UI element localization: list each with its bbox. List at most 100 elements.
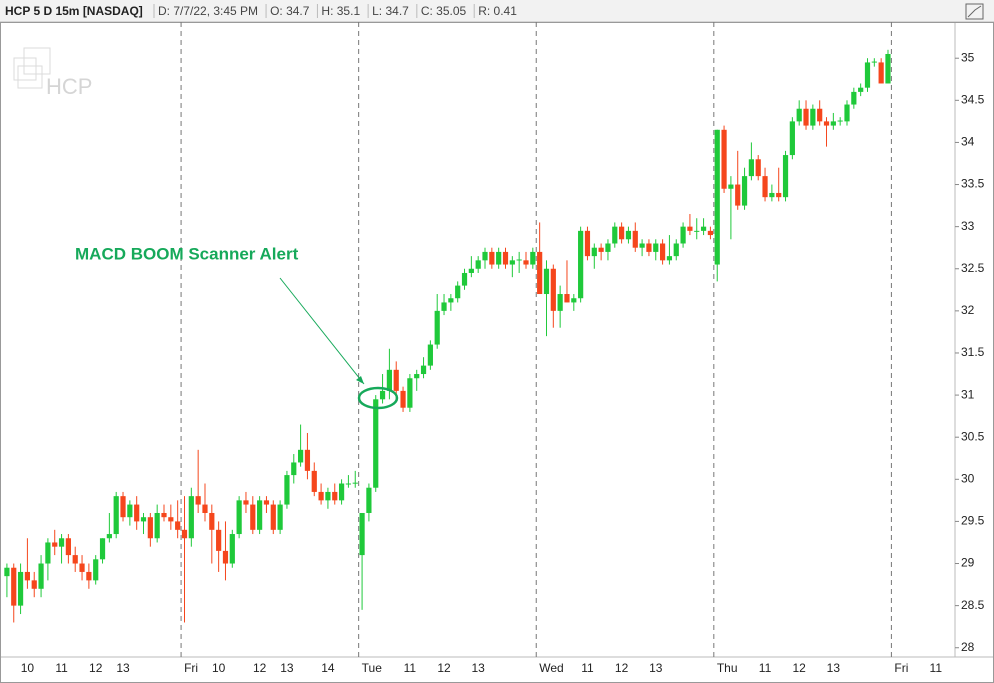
info-group: D: 7/7/22, 3:45 PM O: 34.7 H: 35.1 L: 34.7 C… xyxy=(153,4,517,18)
grid-group: 28 28.5 29 29.5 30 30.5 31 31.5 32 32.5 33 33.5 34 34… xyxy=(21,22,985,675)
candle-body xyxy=(509,260,515,265)
candle-body xyxy=(229,534,235,564)
y-tick-label: 34 xyxy=(961,135,975,149)
y-tick-label: 31.5 xyxy=(961,345,985,359)
info-field: D: 7/7/22, 3:45 PM xyxy=(158,4,258,18)
candle-body xyxy=(653,243,659,252)
candle-body xyxy=(209,512,215,530)
candle-body xyxy=(188,496,194,539)
candle-body xyxy=(571,298,577,303)
x-tick-label: Thu xyxy=(717,661,738,675)
candle-body xyxy=(168,517,174,522)
candle-body xyxy=(79,563,85,572)
candle-body xyxy=(222,550,229,564)
y-tick-label: 32.5 xyxy=(961,261,985,275)
candle-body xyxy=(707,230,714,236)
alert-arrowhead xyxy=(356,376,364,384)
candle-body xyxy=(748,159,754,177)
candle-body xyxy=(830,121,836,126)
x-tick-label: Tue xyxy=(362,661,383,675)
info-field: H: 35.1 xyxy=(321,4,360,18)
x-tick-label: 12 xyxy=(793,661,807,675)
candle-body xyxy=(134,504,140,522)
candle-body xyxy=(639,243,645,248)
candle-body xyxy=(837,120,843,122)
x-tick-label: 13 xyxy=(649,661,663,675)
y-tick-label: 30 xyxy=(961,471,975,485)
logo-square xyxy=(23,47,51,75)
y-tick-label: 32 xyxy=(961,303,975,317)
x-tick-label: 12 xyxy=(89,661,103,675)
candle-body xyxy=(420,365,427,375)
candle-body xyxy=(338,483,345,501)
candle-body xyxy=(878,62,884,84)
candle-body xyxy=(796,108,802,122)
x-tick-label: 12 xyxy=(253,661,267,675)
candle-body xyxy=(769,192,775,198)
candle-body xyxy=(202,504,208,513)
candle-body xyxy=(127,504,133,518)
x-tick-label: Fri xyxy=(184,661,198,675)
candle-body xyxy=(673,243,679,257)
candle-body xyxy=(632,230,638,248)
y-tick-label: 33.5 xyxy=(961,177,985,191)
y-tick-label: 33 xyxy=(961,219,975,233)
candle-body xyxy=(612,226,618,244)
logo-square xyxy=(13,57,37,81)
candle-body xyxy=(414,374,420,379)
candles-group xyxy=(4,49,891,623)
icon-line xyxy=(967,5,982,18)
candle-body xyxy=(694,230,700,232)
candle-body xyxy=(530,251,536,265)
y-tick-label: 35 xyxy=(961,50,975,64)
candle-body xyxy=(489,251,495,265)
candle-body xyxy=(373,399,379,488)
candle-body xyxy=(543,268,550,295)
candle-body xyxy=(11,567,17,606)
candle-body xyxy=(4,567,10,577)
x-tick-label: 11 xyxy=(581,661,594,675)
chart-title: HCP 5 D 15m [NASDAQ] xyxy=(5,4,143,18)
x-tick-label: 10 xyxy=(21,661,35,675)
candle-body xyxy=(113,496,119,535)
x-tick-label: 11 xyxy=(759,661,772,675)
candle-body xyxy=(789,121,795,156)
y-tick-label: 31 xyxy=(961,387,975,401)
candle-body xyxy=(52,542,58,547)
candle-body xyxy=(379,390,386,400)
candle-body xyxy=(776,192,782,198)
candle-body xyxy=(352,482,358,484)
y-tick-label: 30.5 xyxy=(961,429,985,443)
candle-body xyxy=(448,298,454,303)
x-tick-label: 13 xyxy=(116,661,130,675)
candle-body xyxy=(782,155,789,198)
candle-body xyxy=(762,176,768,198)
candle-body xyxy=(250,504,256,530)
x-tick-label: 14 xyxy=(321,661,335,675)
candle-body xyxy=(427,344,433,366)
candle-body xyxy=(755,159,761,177)
x-tick-label: Fri xyxy=(894,661,908,675)
candle-body xyxy=(195,496,201,505)
candle-body xyxy=(181,529,188,539)
candle-body xyxy=(332,491,338,501)
candle-body xyxy=(851,91,857,105)
candle-body xyxy=(434,310,440,345)
candle-body xyxy=(659,243,666,261)
candle-body xyxy=(120,496,126,518)
candle-body xyxy=(523,260,529,265)
candle-body xyxy=(714,129,720,265)
candle-body xyxy=(516,259,522,261)
candle-body xyxy=(65,538,71,556)
candle-body xyxy=(366,487,372,513)
candle-body xyxy=(496,251,502,265)
candle-body xyxy=(858,87,864,92)
candle-body xyxy=(564,294,570,303)
x-tick-label: 13 xyxy=(827,661,841,675)
candle-body xyxy=(298,449,304,463)
candle-body xyxy=(243,500,249,505)
corner-icon xyxy=(965,3,984,20)
candle-body xyxy=(345,483,352,485)
candle-body xyxy=(625,230,632,240)
